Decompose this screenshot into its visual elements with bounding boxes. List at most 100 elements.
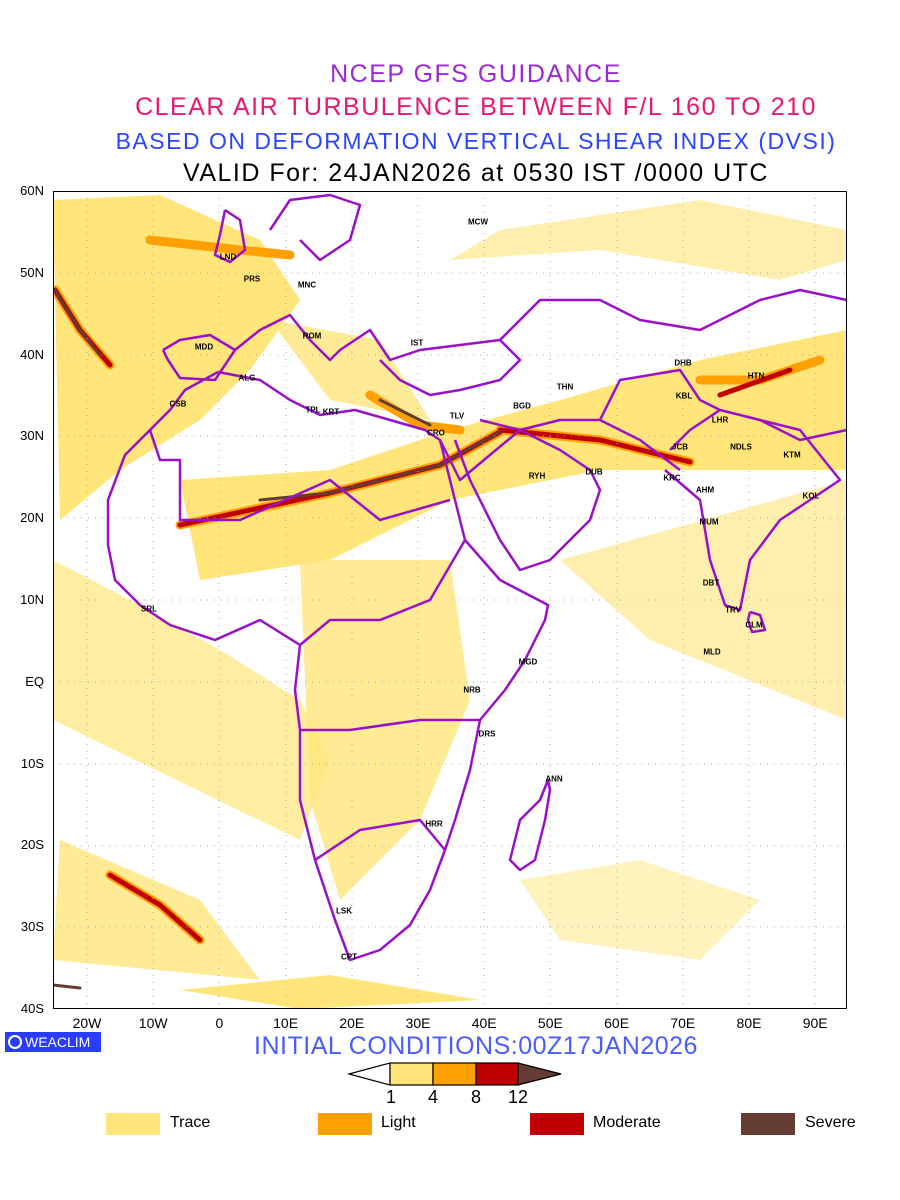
- title-valid-time: VALID For: 24JAN2026 at 0530 IST /0000 U…: [183, 159, 769, 187]
- latitude-label: 10N: [20, 592, 44, 607]
- station-label: SRL: [141, 604, 157, 614]
- logo-text: WEACLIM: [25, 1034, 91, 1050]
- longitude-label: 70E: [670, 1015, 696, 1031]
- madagascar-coast: [508, 779, 552, 872]
- colorbar-trace: [389, 1062, 434, 1086]
- station-label: LSK: [336, 906, 352, 916]
- station-label: DBT: [702, 578, 720, 588]
- india-coast: [664, 408, 842, 612]
- station-label: MDD: [194, 342, 214, 352]
- colorbar-light: [432, 1062, 477, 1086]
- station-label: ALG: [238, 373, 256, 383]
- station-label: IST: [410, 338, 424, 348]
- turbulence-map: [53, 191, 847, 1009]
- station-label: LND: [219, 252, 237, 262]
- latitude-label: 40S: [20, 1001, 44, 1016]
- station-label: LHR: [711, 415, 729, 425]
- legend-label-severe: Severe: [805, 1114, 856, 1131]
- colorbar-below-1: [346, 1062, 391, 1086]
- longitude-label: 30E: [405, 1015, 431, 1031]
- station-label: MUM: [699, 517, 719, 527]
- europe-coast: [234, 313, 522, 397]
- iberia-coast: [161, 333, 237, 382]
- longitude-label: 60E: [604, 1015, 630, 1031]
- initial-conditions: INITIAL CONDITIONS:00Z17JAN2026: [254, 1032, 698, 1060]
- uk-coast: [213, 208, 247, 264]
- longitude-label: 20W: [72, 1015, 102, 1031]
- longitude-label: 90E: [802, 1015, 828, 1031]
- station-label: KBL: [675, 391, 693, 401]
- station-label: MGD: [518, 657, 538, 667]
- colorbar-moderate: [475, 1062, 519, 1086]
- longitude-label: 20E: [339, 1015, 365, 1031]
- station-label: BGD: [513, 401, 531, 411]
- station-label: NRB: [463, 685, 481, 695]
- station-label: NDLS: [730, 442, 752, 452]
- latitude-label: 60N: [20, 183, 44, 198]
- station-label: JCB: [671, 442, 689, 452]
- weaclim-logo: WEACLIM: [5, 1032, 101, 1052]
- title-product: CLEAR AIR TURBULENCE BETWEEN F/L 160 TO …: [135, 93, 817, 121]
- station-label: TRV: [725, 605, 741, 615]
- colorbar-tick: 12: [507, 1087, 529, 1107]
- station-label: AHM: [695, 485, 715, 495]
- colorbar-severe: [517, 1062, 562, 1086]
- station-label: TPL: [305, 405, 321, 415]
- legend-swatch-severe: [741, 1113, 795, 1135]
- station-label: RYH: [528, 471, 546, 481]
- station-label: KTM: [783, 450, 801, 460]
- station-label: DUB: [585, 467, 603, 477]
- colorbar-tick: 4: [427, 1087, 439, 1107]
- station-label: DHB: [674, 358, 692, 368]
- legend-swatch-light: [318, 1113, 372, 1135]
- country-boundaries: [106, 193, 847, 962]
- station-label: MCW: [468, 217, 488, 227]
- colorbar: [346, 1062, 562, 1086]
- turbulence-trace-areas: [53, 195, 847, 1009]
- station-label: DRS: [478, 729, 496, 739]
- colorbar-tick: 8: [470, 1087, 482, 1107]
- longitude-label: 10E: [273, 1015, 299, 1031]
- scandinavia-coast: [268, 193, 362, 262]
- station-label: CRO: [427, 428, 445, 438]
- legend-swatch-moderate: [530, 1113, 584, 1135]
- copyright-icon: [8, 1035, 22, 1049]
- arabia-coast: [453, 418, 602, 572]
- latitude-label: 10S: [20, 755, 44, 771]
- longitude-label: 50E: [537, 1015, 563, 1031]
- station-label: KOL: [802, 491, 820, 501]
- latitude-label: 30S: [20, 919, 44, 935]
- latitude-label: 20N: [20, 510, 44, 526]
- srilanka-coast: [746, 610, 767, 634]
- station-label: HTN: [747, 371, 765, 381]
- colorbar-tick: 1: [385, 1087, 397, 1107]
- latitude-label: 30N: [20, 428, 44, 444]
- station-label: ANN: [545, 774, 563, 784]
- station-label: CPT: [341, 952, 357, 962]
- station-label: TLV: [449, 411, 465, 421]
- station-label: MLD: [703, 647, 721, 657]
- africa-coast: [106, 370, 550, 962]
- latitude-label: 20S: [20, 837, 44, 853]
- station-label: MNC: [297, 280, 317, 290]
- legend-label-light: Light: [381, 1114, 416, 1131]
- title-method: BASED ON DEFORMATION VERTICAL SHEAR INDE…: [115, 128, 837, 154]
- longitude-label: 0: [215, 1015, 224, 1031]
- asia-boundaries: [499, 288, 847, 341]
- station-label: KRC: [663, 473, 681, 483]
- latitude-label: 50N: [20, 264, 44, 280]
- station-label: ROM: [302, 331, 322, 341]
- station-label: PRS: [243, 274, 261, 284]
- longitude-label: 10W: [138, 1015, 168, 1031]
- station-label: THN: [556, 382, 574, 392]
- station-label: HRR: [425, 819, 443, 829]
- longitude-label: 40E: [471, 1015, 497, 1031]
- latitude-label: 40N: [20, 346, 44, 362]
- legend-label-trace: Trace: [170, 1114, 211, 1131]
- longitude-label: 80E: [736, 1015, 762, 1031]
- latitude-label: EQ: [25, 673, 44, 689]
- station-label: CSB: [169, 399, 187, 409]
- title-guidance: NCEP GFS GUIDANCE: [330, 60, 622, 88]
- station-label: KRT: [322, 407, 340, 417]
